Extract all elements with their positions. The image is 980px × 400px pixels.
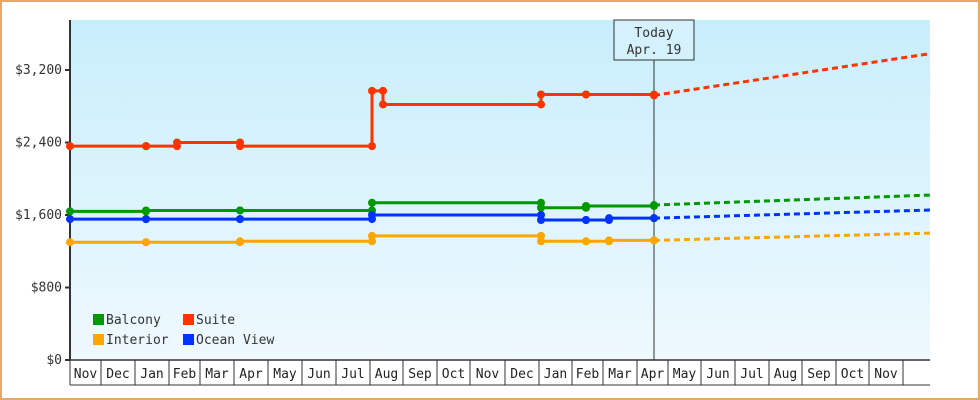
data-point[interactable] [66, 215, 74, 224]
series-suite [66, 52, 931, 151]
data-point[interactable] [66, 207, 74, 216]
series-ocean-view [66, 208, 931, 224]
month-label: Dec [106, 367, 129, 382]
data-point[interactable] [537, 215, 545, 224]
data-point[interactable] [582, 237, 590, 246]
month-label: Mar [608, 367, 632, 382]
legend-swatch [93, 314, 104, 325]
today-label: Today [634, 26, 673, 41]
today-date: Apr. 19 [627, 43, 682, 58]
data-point[interactable] [142, 206, 150, 215]
series-interior [66, 231, 931, 247]
month-label: Jul [341, 367, 364, 382]
month-label: Apr [239, 367, 263, 382]
legend-label: Balcony [106, 313, 161, 328]
data-point[interactable] [368, 142, 376, 151]
month-label: Nov [874, 367, 898, 382]
x-axis-months: Nov Dec Jan Feb Mar Apr May Jun Jul Aug Sep Oct Nov D… [69, 359, 930, 386]
month-label: Apr [641, 367, 665, 382]
data-point[interactable] [142, 142, 150, 151]
data-point[interactable] [379, 86, 387, 95]
month-label: Oct [841, 367, 864, 382]
data-point[interactable] [142, 215, 150, 224]
data-point[interactable] [537, 90, 545, 99]
data-point[interactable] [368, 198, 376, 207]
data-point[interactable] [537, 100, 545, 109]
data-point[interactable] [650, 236, 658, 245]
y-axis: $0 $800 $1,600 $2,400 $3,200 [15, 20, 71, 368]
data-point[interactable] [650, 201, 658, 210]
legend: Balcony Suite Interior Ocean View [93, 313, 274, 348]
month-label: May [673, 367, 697, 382]
data-point[interactable] [236, 215, 244, 224]
legend-label: Interior [106, 333, 169, 348]
data-point[interactable] [379, 100, 387, 109]
data-point[interactable] [650, 214, 658, 223]
data-point[interactable] [582, 201, 590, 210]
data-point[interactable] [650, 91, 658, 100]
month-label: Nov [74, 367, 98, 382]
month-label: Jun [307, 367, 330, 382]
data-point[interactable] [173, 138, 181, 147]
data-point[interactable] [236, 142, 244, 151]
month-label: Jun [706, 367, 729, 382]
legend-label: Suite [196, 313, 235, 328]
month-label: Sep [408, 367, 432, 382]
data-point[interactable] [605, 214, 613, 223]
y-tick-label: $2,400 [15, 136, 62, 151]
month-label: Jul [740, 367, 763, 382]
plot-area [70, 20, 930, 360]
data-point[interactable] [582, 90, 590, 99]
month-label: Jan [140, 367, 163, 382]
month-label: Feb [576, 367, 600, 382]
data-point[interactable] [605, 236, 613, 245]
month-label: May [273, 367, 297, 382]
month-label: Feb [173, 367, 197, 382]
legend-item-interior[interactable]: Interior [93, 333, 169, 348]
data-point[interactable] [142, 238, 150, 247]
month-label: Dec [510, 367, 533, 382]
y-tick-label: $0 [46, 353, 62, 368]
legend-item-balcony[interactable]: Balcony [93, 313, 161, 328]
today-box [613, 19, 695, 61]
month-label: Aug [774, 367, 797, 382]
data-point[interactable] [368, 86, 376, 95]
data-point[interactable] [236, 206, 244, 215]
month-label: Jan [544, 367, 567, 382]
y-tick-label: $1,600 [15, 208, 62, 223]
y-tick-label: $3,200 [15, 63, 62, 78]
data-point[interactable] [368, 211, 376, 219]
legend-swatch [93, 334, 104, 345]
legend-swatch [183, 334, 194, 345]
data-point[interactable] [236, 237, 244, 246]
legend-item-suite[interactable]: Suite [183, 313, 235, 328]
today-marker: Today Apr. 19 [613, 19, 695, 360]
data-point[interactable] [537, 203, 545, 212]
data-point[interactable] [582, 215, 590, 224]
series-lines [66, 52, 931, 247]
month-label: Aug [375, 367, 398, 382]
legend-swatch [183, 314, 194, 325]
data-point[interactable] [66, 238, 74, 247]
y-tick-label: $800 [31, 281, 62, 296]
legend-item-ocean-view[interactable]: Ocean View [183, 333, 274, 348]
month-label: Nov [476, 367, 500, 382]
data-point[interactable] [368, 231, 376, 240]
month-label: Sep [807, 367, 831, 382]
data-point[interactable] [537, 237, 545, 246]
month-label: Oct [442, 367, 465, 382]
data-point[interactable] [66, 142, 74, 151]
month-label: Mar [205, 367, 229, 382]
legend-label: Ocean View [196, 333, 274, 348]
